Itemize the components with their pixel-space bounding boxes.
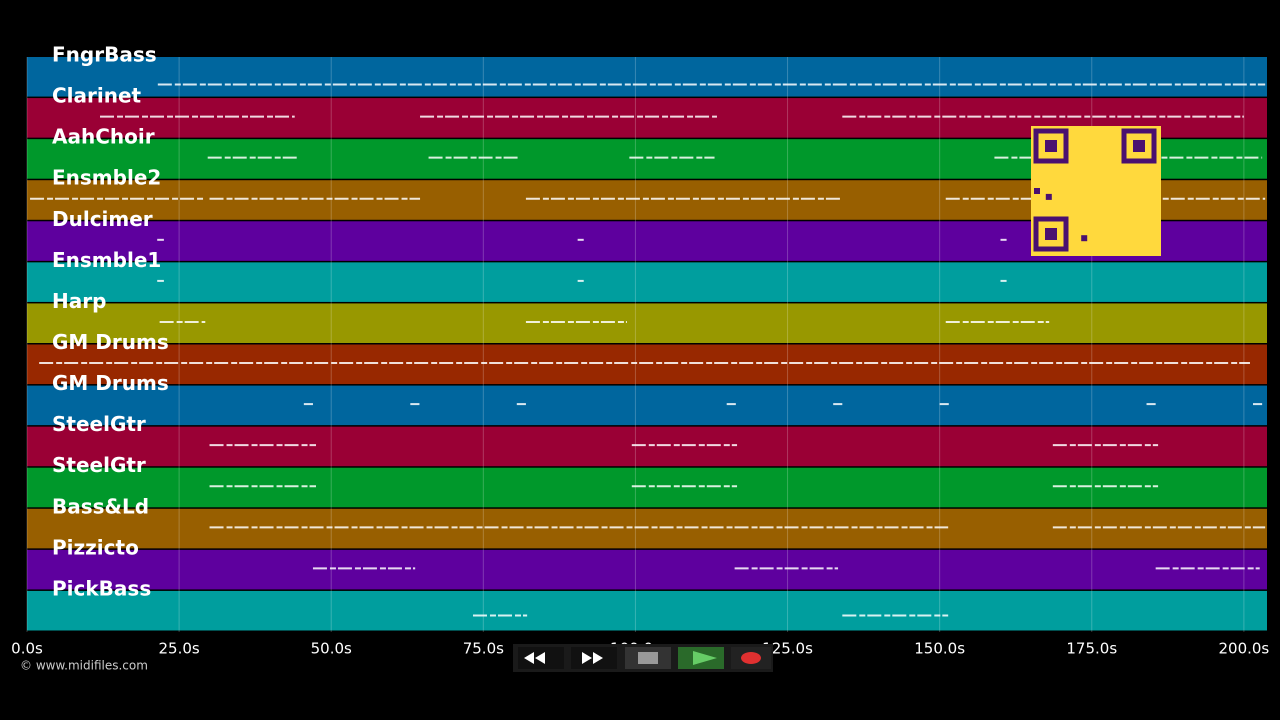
track-lane bbox=[27, 385, 1267, 426]
track-lane bbox=[27, 344, 1267, 385]
track-lane bbox=[27, 262, 1267, 302]
x-tick-label: 25.0s bbox=[159, 640, 200, 658]
copyright: © www.midifiles.com bbox=[20, 659, 148, 673]
track-name: Ensmble1 bbox=[52, 248, 161, 272]
stop-button[interactable] bbox=[625, 647, 671, 669]
icon bbox=[693, 651, 717, 665]
track-name: Ensmble2 bbox=[52, 166, 161, 190]
notes bbox=[30, 83, 1266, 617]
track-lane bbox=[27, 549, 1267, 590]
track-lane bbox=[27, 590, 1267, 631]
transport bbox=[513, 644, 773, 672]
track-name: Clarinet bbox=[52, 84, 142, 108]
rewind-button[interactable] bbox=[518, 647, 564, 669]
icon bbox=[741, 652, 761, 664]
play-button[interactable] bbox=[678, 647, 724, 669]
x-tick-label: 75.0s bbox=[463, 640, 504, 658]
labels: FngrBass Clarinet AahChoir Ensmble2 Dulcimer… bbox=[52, 43, 169, 601]
qr-module bbox=[1045, 193, 1052, 200]
qr-finder bbox=[1033, 216, 1069, 252]
qr-finder bbox=[1045, 140, 1057, 152]
x-tick-label: 175.0s bbox=[1066, 640, 1117, 658]
qr-code bbox=[1031, 126, 1161, 256]
track-name: PickBass bbox=[52, 576, 151, 600]
track-name: SteelGtr bbox=[52, 453, 146, 477]
track-name: Dulcimer bbox=[52, 207, 153, 231]
x-tick-label: 200.0s bbox=[1218, 640, 1269, 658]
x-tick-label: 0.0s bbox=[11, 640, 43, 658]
qr-finder bbox=[1045, 228, 1057, 240]
x-tick-label: 150.0s bbox=[914, 640, 965, 658]
record-button[interactable] bbox=[731, 647, 771, 669]
track-name: SteelGtr bbox=[52, 412, 146, 436]
track-lane bbox=[27, 426, 1267, 467]
icon bbox=[582, 652, 603, 664]
forward-button[interactable] bbox=[571, 647, 617, 669]
track-name: Harp bbox=[52, 289, 106, 313]
track-name: Bass&Ld bbox=[52, 494, 149, 518]
track-name: GM Drums bbox=[52, 371, 169, 395]
track-name: Pizzicto bbox=[52, 535, 139, 559]
qr-finder bbox=[1133, 140, 1145, 152]
track-name: GM Drums bbox=[52, 330, 169, 354]
track-lane bbox=[27, 303, 1267, 343]
track-lane bbox=[27, 467, 1267, 508]
qr-module bbox=[1081, 235, 1088, 242]
icon bbox=[638, 652, 658, 664]
x-tick-label: 50.0s bbox=[311, 640, 352, 658]
qr-finder bbox=[1121, 128, 1157, 164]
icon bbox=[524, 652, 545, 664]
track-lane bbox=[27, 57, 1267, 97]
qr-finder bbox=[1033, 128, 1069, 164]
track-name: AahChoir bbox=[52, 125, 155, 149]
track-name: FngrBass bbox=[52, 43, 157, 67]
track-lane bbox=[27, 508, 1267, 549]
qr-module bbox=[1034, 188, 1040, 194]
x-tick-label: 125.0s bbox=[762, 640, 813, 658]
